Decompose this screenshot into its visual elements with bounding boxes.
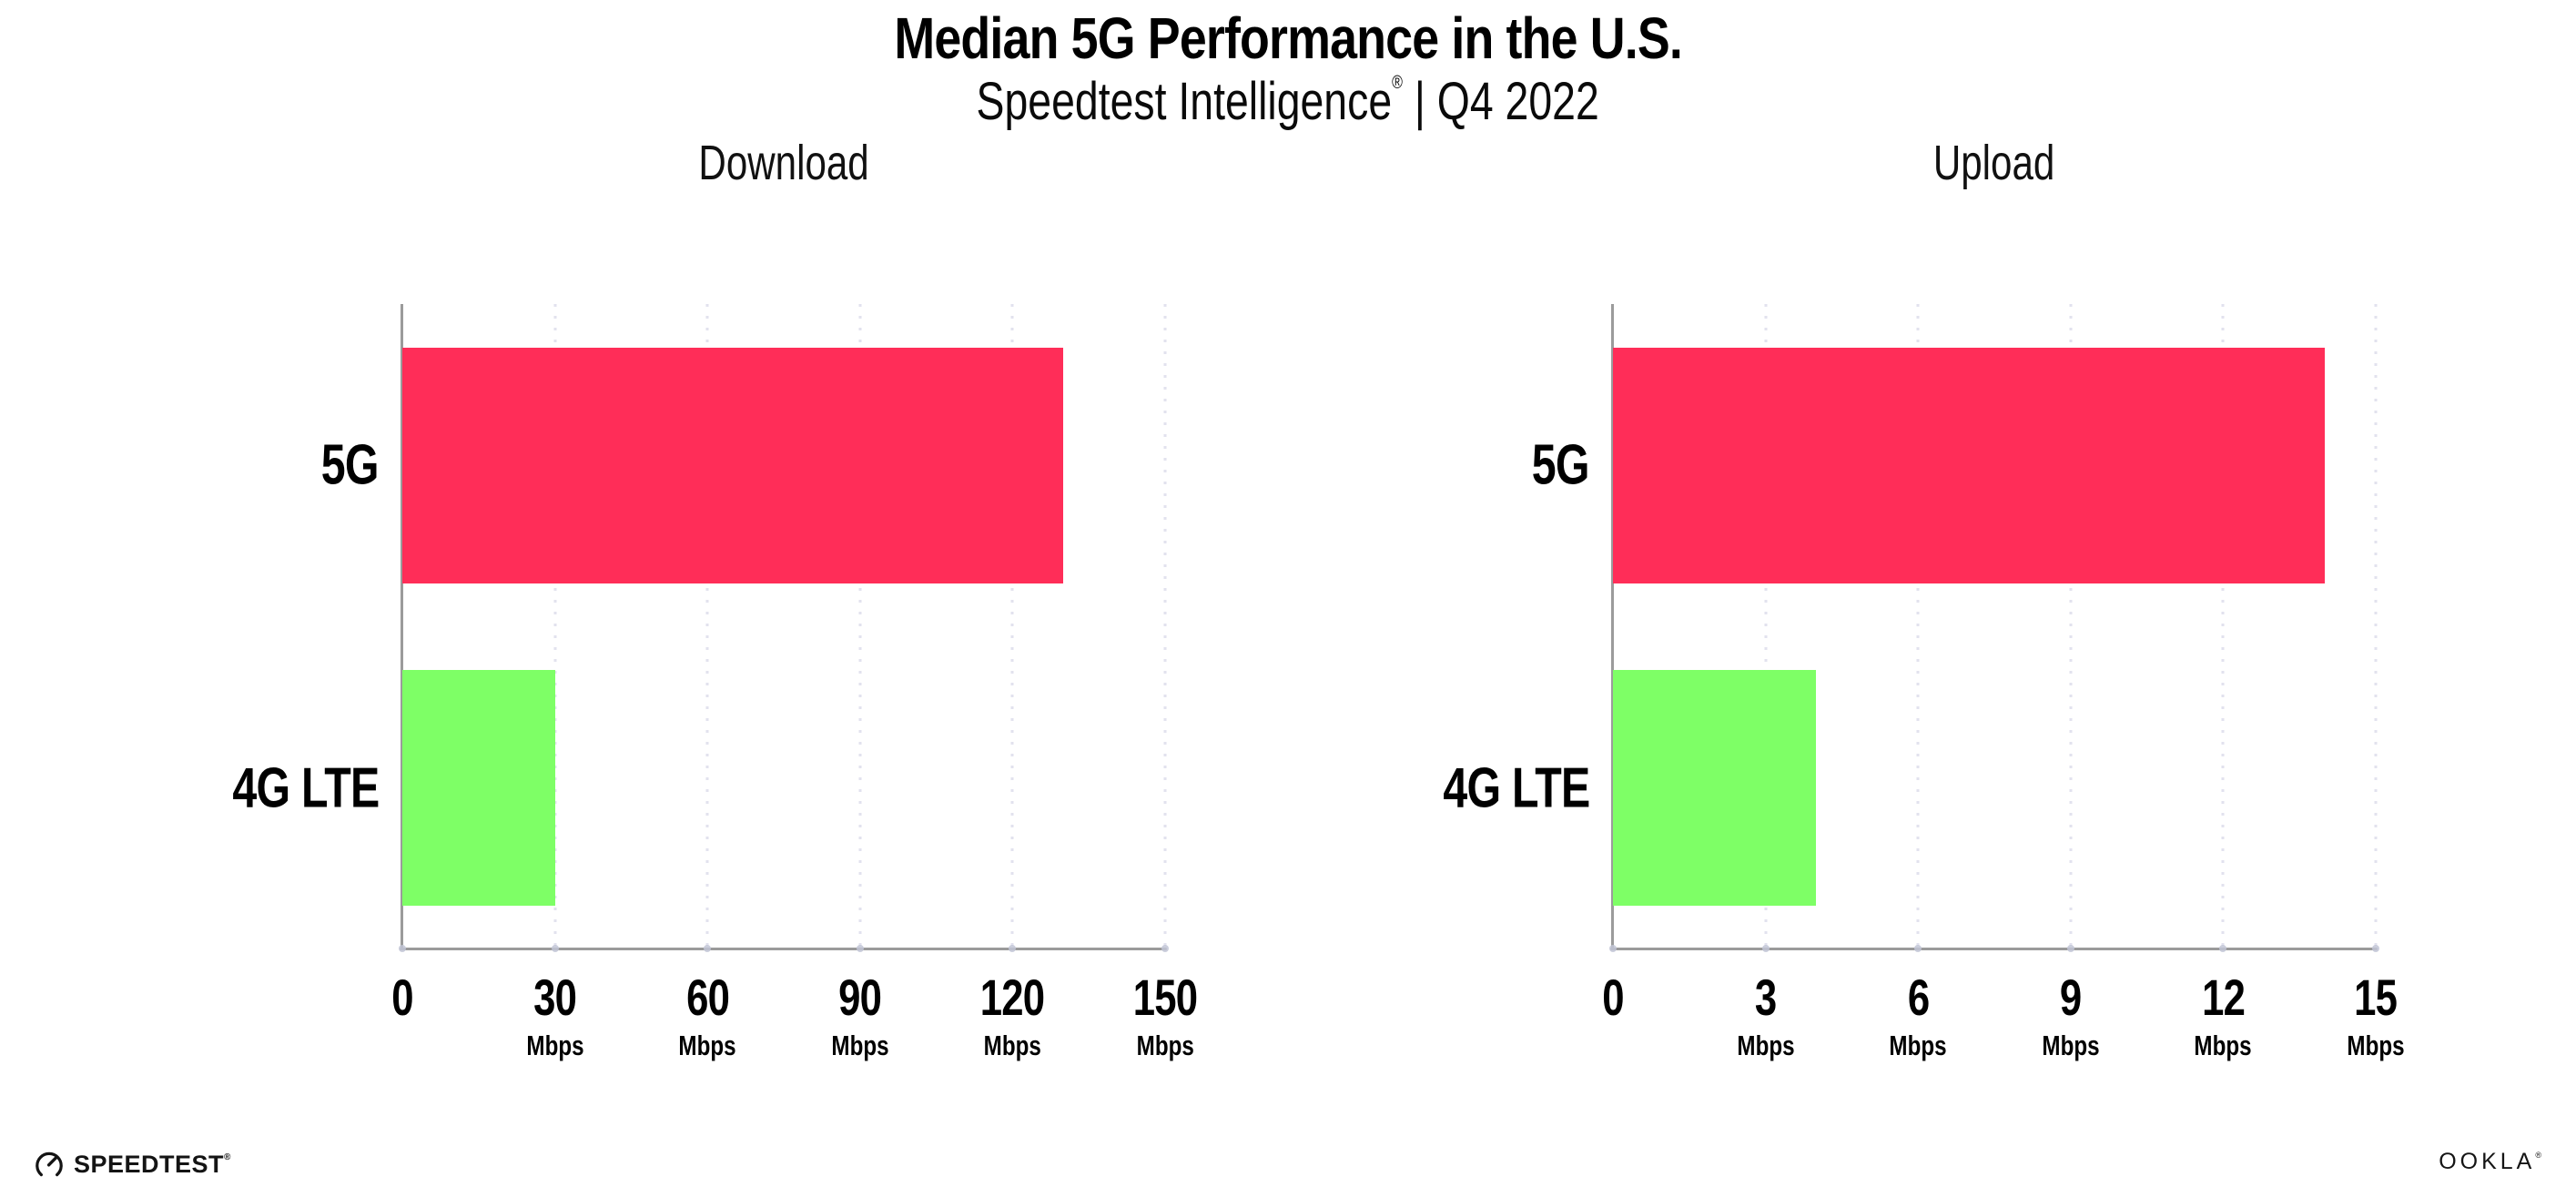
category-label-4g-lte: 4G LTE bbox=[1442, 756, 1590, 820]
x-tick-12: 12 Mbps bbox=[2186, 968, 2260, 1061]
gridline-120 bbox=[1010, 303, 1014, 949]
bar-4g-lte-upload bbox=[1613, 670, 1817, 907]
x-tick-value: 15 bbox=[2354, 968, 2398, 1026]
x-tick-15: 15 Mbps bbox=[2339, 968, 2413, 1061]
x-tick-unit: Mbps bbox=[2194, 1029, 2252, 1061]
download-chart-title: Download bbox=[698, 135, 869, 190]
x-tick-90: 90 Mbps bbox=[823, 968, 897, 1061]
x-axis-line bbox=[400, 947, 1167, 950]
registered-trademark-icon: ® bbox=[2535, 1151, 2545, 1160]
category-label-5g: 5G bbox=[1532, 433, 1590, 497]
gridline-90 bbox=[858, 303, 862, 949]
bar-row-4g-lte bbox=[402, 626, 1165, 949]
x-tick-unit: Mbps bbox=[1136, 1029, 1194, 1061]
axis-tick-dot bbox=[1161, 944, 1169, 952]
page-title-text: Median 5G Performance in the U.S. bbox=[894, 5, 1682, 71]
download-x-axis-labels: 0 30 Mbps 60 Mbps 90 Mbps 120 Mbps 150 Mbps bbox=[391, 968, 1198, 1108]
x-tick-value: 3 bbox=[1754, 968, 1777, 1026]
x-tick-0: 0 bbox=[389, 968, 416, 1026]
x-tick-value: 150 bbox=[1132, 968, 1198, 1026]
axis-tick-dot bbox=[704, 944, 712, 952]
x-axis-line bbox=[1610, 947, 2378, 950]
gridline-9 bbox=[2069, 303, 2073, 949]
x-tick-value: 12 bbox=[2201, 968, 2246, 1026]
header: Median 5G Performance in the U.S. Speedt… bbox=[0, 0, 2576, 135]
bar-row-5g bbox=[1613, 304, 2376, 627]
charts-row: Download 5G 4G LTE 0 30 Mbps 60 Mbps 90 Mbps 12… bbox=[0, 135, 2576, 1108]
category-label-4g-lte: 4G LTE bbox=[231, 756, 380, 820]
gridline-150 bbox=[1163, 303, 1167, 949]
gridline-6 bbox=[1916, 303, 1920, 949]
upload-x-axis-labels: 0 3 Mbps 6 Mbps 9 Mbps 12 Mbps 15 Mbps bbox=[1602, 968, 2404, 1108]
upload-category-labels: 5G 4G LTE bbox=[1384, 304, 1613, 949]
x-tick-value: 90 bbox=[838, 968, 882, 1026]
download-category-labels: 5G 4G LTE bbox=[173, 304, 402, 949]
x-tick-0: 0 bbox=[1599, 968, 1627, 1026]
x-tick-3: 3 Mbps bbox=[1729, 968, 1802, 1061]
page-title: Median 5G Performance in the U.S. bbox=[0, 5, 2576, 71]
ookla-logo: OOKLA® bbox=[2439, 1149, 2545, 1175]
x-tick-unit: Mbps bbox=[678, 1029, 736, 1061]
registered-trademark-icon: ® bbox=[1392, 73, 1404, 94]
x-tick-value: 0 bbox=[1602, 968, 1624, 1026]
bar-row-4g-lte bbox=[1613, 626, 2376, 949]
x-tick-unit: Mbps bbox=[1737, 1029, 1795, 1061]
x-tick-120: 120 Mbps bbox=[971, 968, 1053, 1061]
gridline-15 bbox=[2374, 303, 2378, 949]
x-tick-150: 150 Mbps bbox=[1124, 968, 1206, 1061]
axis-tick-dot bbox=[399, 944, 406, 952]
bar-5g-upload bbox=[1613, 347, 2326, 583]
subtitle: Speedtest Intelligence® | Q4 2022 bbox=[0, 70, 2576, 135]
x-tick-value: 30 bbox=[533, 968, 577, 1026]
axis-tick-dot bbox=[551, 944, 559, 952]
category-label-5g: 5G bbox=[321, 433, 380, 497]
x-tick-value: 6 bbox=[1907, 968, 1929, 1026]
x-tick-value: 0 bbox=[391, 968, 413, 1026]
speedtest-logo-text: SPEEDTEST® bbox=[74, 1150, 231, 1178]
x-tick-30: 30 Mbps bbox=[518, 968, 592, 1061]
x-tick-9: 9 Mbps bbox=[2033, 968, 2107, 1061]
x-tick-value: 60 bbox=[685, 968, 730, 1026]
x-tick-value: 120 bbox=[980, 968, 1045, 1026]
subtitle-brand: Speedtest Intelligence bbox=[976, 72, 1393, 132]
axis-tick-dot bbox=[2219, 944, 2227, 952]
download-chart: Download 5G 4G LTE 0 30 Mbps 60 Mbps 90 Mbps 12… bbox=[173, 135, 1198, 1108]
x-tick-unit: Mbps bbox=[831, 1029, 889, 1061]
axis-tick-dot bbox=[856, 944, 864, 952]
bar-5g-download bbox=[402, 347, 1064, 583]
gridline-30 bbox=[553, 303, 557, 949]
upload-chart: Upload 5G 4G LTE 0 3 Mbps 6 Mbps 9 Mbps 12 Mbps 1… bbox=[1384, 135, 2405, 1108]
bar-4g-lte-download bbox=[402, 670, 555, 907]
axis-tick-dot bbox=[1609, 944, 1617, 952]
bar-row-5g bbox=[402, 304, 1165, 627]
x-tick-unit: Mbps bbox=[983, 1029, 1041, 1061]
x-tick-unit: Mbps bbox=[2042, 1029, 2100, 1061]
x-tick-unit: Mbps bbox=[1889, 1029, 1947, 1061]
axis-tick-dot bbox=[2066, 944, 2074, 952]
x-tick-60: 60 Mbps bbox=[671, 968, 745, 1061]
axis-tick-dot bbox=[1914, 944, 1922, 952]
gridline-60 bbox=[705, 303, 709, 949]
axis-tick-dot bbox=[1761, 944, 1770, 952]
ookla-logo-text: OOKLA® bbox=[2439, 1149, 2545, 1174]
registered-trademark-icon: ® bbox=[224, 1151, 231, 1162]
x-tick-value: 9 bbox=[2060, 968, 2082, 1026]
gridline-12 bbox=[2221, 303, 2225, 949]
speedtest-gauge-icon bbox=[35, 1151, 63, 1177]
axis-tick-dot bbox=[2372, 944, 2379, 952]
x-tick-unit: Mbps bbox=[2347, 1029, 2405, 1061]
upload-plot-area bbox=[1609, 303, 2379, 952]
speedtest-logo: SPEEDTEST® bbox=[33, 1148, 231, 1181]
download-plot-area bbox=[399, 303, 1169, 952]
gridline-3 bbox=[1764, 303, 1768, 949]
x-tick-6: 6 Mbps bbox=[1881, 968, 1955, 1061]
x-tick-unit: Mbps bbox=[526, 1029, 584, 1061]
upload-chart-title: Upload bbox=[1933, 135, 2055, 190]
subtitle-period: | Q4 2022 bbox=[1403, 72, 1600, 132]
axis-tick-dot bbox=[1009, 944, 1017, 952]
